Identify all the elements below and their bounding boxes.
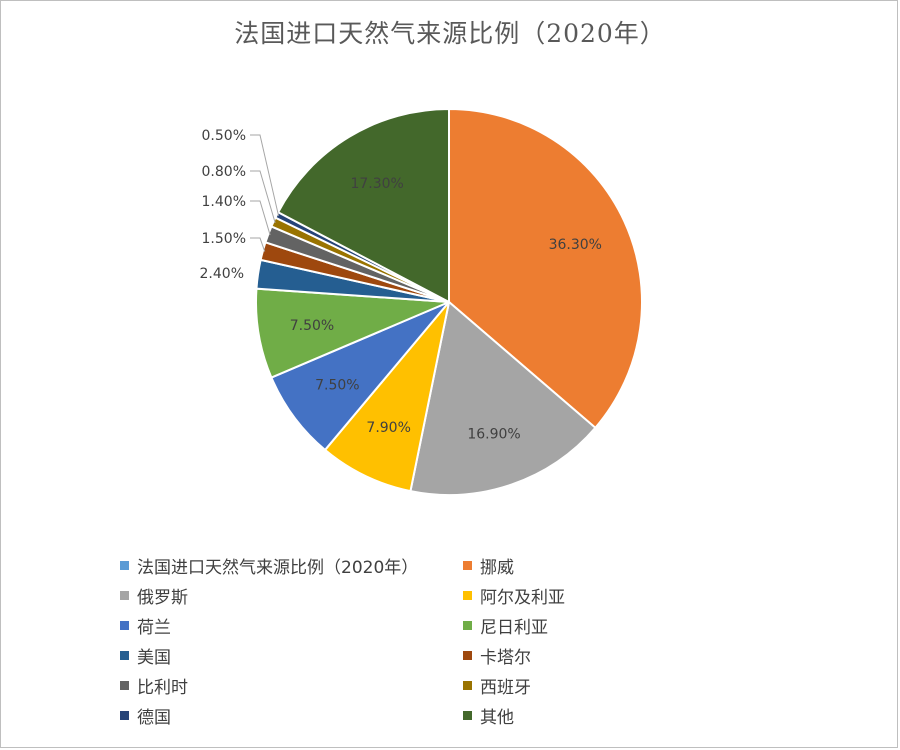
data-label-9: 0.50% [202, 128, 246, 144]
legend-item-1: 挪威 [463, 552, 514, 578]
leader-line-7 [250, 200, 271, 236]
legend-item-11: 其他 [463, 702, 514, 728]
legend-label: 尼日利亚 [480, 617, 548, 638]
leader-line-9 [250, 134, 280, 216]
pie-slice-10 [276, 107, 450, 304]
legend-item-2: 俄罗斯 [120, 582, 188, 608]
legend-swatch [463, 560, 472, 570]
legend-item-9: 西班牙 [463, 672, 531, 698]
legend-label: 阿尔及利亚 [480, 587, 565, 608]
legend-item-4: 荷兰 [120, 612, 171, 638]
leader-line-8 [250, 170, 276, 223]
legend-item-6: 美国 [120, 642, 171, 668]
legend-label: 美国 [137, 647, 171, 668]
pie-slice-0 [448, 107, 643, 430]
legend-swatch [463, 710, 472, 720]
data-label-2: 7.90% [366, 420, 410, 436]
data-label-7: 1.40% [202, 194, 246, 210]
leader-line-6 [250, 237, 266, 252]
legend-label: 其他 [480, 707, 514, 728]
pie-slice-1 [409, 300, 597, 496]
legend-swatch [120, 560, 129, 570]
legend-swatch [120, 710, 129, 720]
data-label-6: 1.50% [202, 231, 246, 247]
data-label-3: 7.50% [315, 378, 359, 394]
legend-item-7: 卡塔尔 [463, 642, 531, 668]
legend-swatch [120, 680, 129, 690]
data-label-10: 17.30% [350, 176, 403, 192]
data-label-0: 36.30% [549, 237, 602, 253]
legend-label: 挪威 [480, 557, 514, 578]
legend-item-5: 尼日利亚 [463, 612, 548, 638]
legend-swatch [463, 620, 472, 630]
pie-slice-2 [323, 301, 450, 493]
legend-item-10: 德国 [120, 702, 171, 728]
legend-swatch [463, 650, 472, 660]
legend-item-3: 阿尔及利亚 [463, 582, 565, 608]
legend-swatch [120, 590, 129, 600]
legend-label: 卡塔尔 [480, 647, 531, 668]
data-label-8: 0.80% [202, 164, 246, 180]
legend-label: 德国 [137, 707, 171, 728]
legend-item-0: 法国进口天然气来源比例（2020年） [120, 552, 418, 578]
data-label-4: 7.50% [290, 318, 334, 334]
legend-swatch [463, 590, 472, 600]
legend-swatch [120, 650, 129, 660]
data-label-1: 16.90% [467, 426, 520, 442]
legend-label: 俄罗斯 [137, 587, 188, 608]
data-label-5: 2.40% [200, 266, 244, 282]
chart-title: 法国进口天然气来源比例（2020年） [234, 19, 666, 48]
legend-swatch [463, 680, 472, 690]
legend-swatch [120, 620, 129, 630]
legend-label: 西班牙 [480, 677, 531, 698]
legend-label: 法国进口天然气来源比例（2020年） [137, 557, 419, 578]
legend-item-8: 比利时 [120, 672, 188, 698]
legend-label: 荷兰 [137, 617, 171, 638]
legend-label: 比利时 [137, 677, 188, 698]
